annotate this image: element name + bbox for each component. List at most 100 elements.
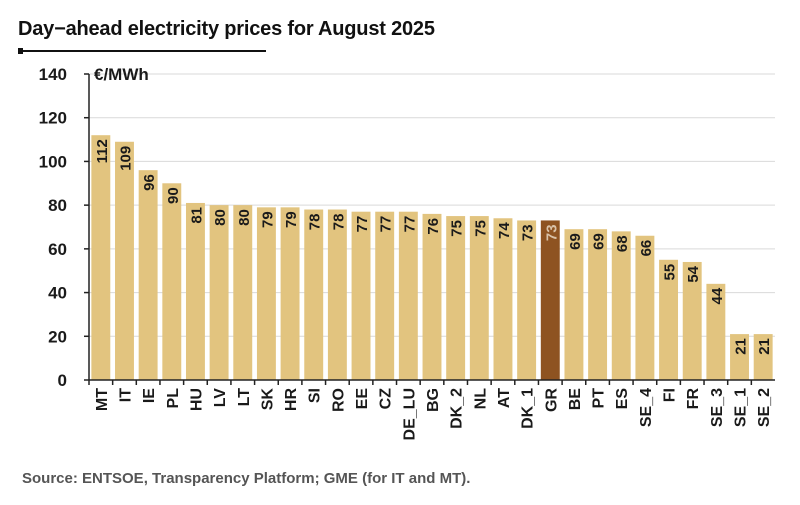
category-label: SE_4 <box>638 388 655 427</box>
value-label: 76 <box>425 218 442 235</box>
bar-se_1 <box>730 334 749 380</box>
category-label: LV <box>212 388 229 408</box>
value-label: 80 <box>236 209 253 226</box>
category-label: ES <box>614 388 631 410</box>
value-label: 81 <box>188 207 205 224</box>
bar-fi <box>659 259 679 380</box>
bar-gr <box>540 220 560 380</box>
bar-chart: 112 109 96 90 81 80 80 79 79 78 78 77 77 77 76 75 75 74 73… <box>39 65 775 440</box>
category-label: AT <box>496 388 513 408</box>
bar-lv <box>209 205 229 380</box>
value-label: 69 <box>591 233 608 250</box>
bar-es <box>611 231 631 380</box>
category-label: SE_2 <box>756 388 773 427</box>
value-label: 75 <box>472 220 489 237</box>
value-label: 66 <box>638 240 655 257</box>
bar-hr <box>280 207 300 380</box>
y-tick-label: 40 <box>48 284 67 303</box>
category-label: PT <box>591 388 608 409</box>
category-label: SK <box>259 388 276 411</box>
bar-sk <box>256 207 276 380</box>
bar-lt <box>233 205 253 380</box>
value-label: 90 <box>165 187 182 204</box>
bar-be <box>564 229 584 380</box>
value-label: 68 <box>614 235 631 252</box>
category-label: CZ <box>378 388 395 410</box>
value-label: 109 <box>117 146 134 171</box>
value-label: 77 <box>354 216 371 233</box>
axes: 0 20 40 60 80 100 120 140 MT IT IE PL HU LV LT SK HR SI RO… <box>39 65 775 440</box>
y-tick-label: 0 <box>58 371 67 390</box>
category-label: RO <box>330 388 347 412</box>
value-label: 21 <box>733 338 750 355</box>
bar-ee <box>351 211 371 380</box>
bar-bg <box>422 213 442 380</box>
value-label: 21 <box>756 338 773 355</box>
bar-dk_2 <box>446 216 466 380</box>
y-tick-label: 100 <box>39 152 67 171</box>
category-label: FR <box>685 388 702 410</box>
y-tick-label: 140 <box>39 65 67 84</box>
y-tick-label: 120 <box>39 109 67 128</box>
category-label: BE <box>567 388 584 411</box>
value-label: 77 <box>378 216 395 233</box>
bar-at <box>493 218 513 380</box>
category-label: IT <box>117 388 134 402</box>
bar-de_lu <box>398 211 418 380</box>
category-label: DK_2 <box>449 388 466 429</box>
category-label: MT <box>94 388 111 411</box>
value-label: 79 <box>259 211 276 228</box>
bar-se_4 <box>635 235 655 380</box>
title-underline <box>18 48 266 54</box>
source-note: Source: ENTSOE, Transparency Platform; G… <box>22 470 471 487</box>
value-label: 79 <box>283 211 300 228</box>
bar-ie <box>138 170 158 380</box>
y-tick-label: 80 <box>48 196 67 215</box>
category-label: FI <box>662 388 679 402</box>
value-label: 78 <box>307 214 324 231</box>
category-label: DK_1 <box>520 388 537 429</box>
category-label: LT <box>236 388 253 407</box>
category-label: PL <box>165 388 182 409</box>
y-tick-label: 20 <box>48 327 67 346</box>
bar-dk_1 <box>517 220 537 380</box>
bar-hu <box>185 202 205 380</box>
value-label: 74 <box>496 222 513 239</box>
bar-fr <box>682 261 702 380</box>
category-label: EE <box>354 388 371 410</box>
category-label: SE_3 <box>709 388 726 427</box>
y-axis-label: €/MWh <box>94 65 149 84</box>
value-label: 69 <box>567 233 584 250</box>
bar-pt <box>588 229 608 380</box>
value-label: 73 <box>543 224 560 241</box>
category-label: BG <box>425 388 442 412</box>
value-label: 96 <box>141 174 158 191</box>
value-label: 55 <box>662 264 679 281</box>
value-label: 80 <box>212 209 229 226</box>
bar-si <box>304 209 324 380</box>
value-label: 75 <box>449 220 466 237</box>
value-label: 73 <box>520 224 537 241</box>
bar-se_2 <box>753 334 773 380</box>
bar-pl <box>162 183 182 380</box>
value-label: 44 <box>709 287 726 304</box>
bar-it <box>115 141 134 380</box>
category-label: HR <box>283 388 300 412</box>
bar-ro <box>327 209 347 380</box>
value-label: 112 <box>94 139 111 163</box>
bars: 112 109 96 90 81 80 80 79 79 78 78 77 77 77 76 75 75 74 73… <box>91 135 773 380</box>
bar-nl <box>469 216 489 380</box>
y-tick-label: 60 <box>48 240 67 259</box>
category-label: GR <box>543 388 560 412</box>
value-label: 54 <box>685 265 702 282</box>
chart-title: Day−ahead electricity prices for August … <box>18 18 435 40</box>
bar-se_3 <box>706 283 726 380</box>
category-label: SI <box>307 388 324 403</box>
value-label: 77 <box>401 216 418 233</box>
category-label: HU <box>188 388 205 411</box>
category-label: NL <box>472 388 489 410</box>
bar-cz <box>375 211 395 380</box>
category-label: IE <box>141 388 158 403</box>
category-label: SE_1 <box>733 388 750 427</box>
value-label: 78 <box>330 214 347 231</box>
